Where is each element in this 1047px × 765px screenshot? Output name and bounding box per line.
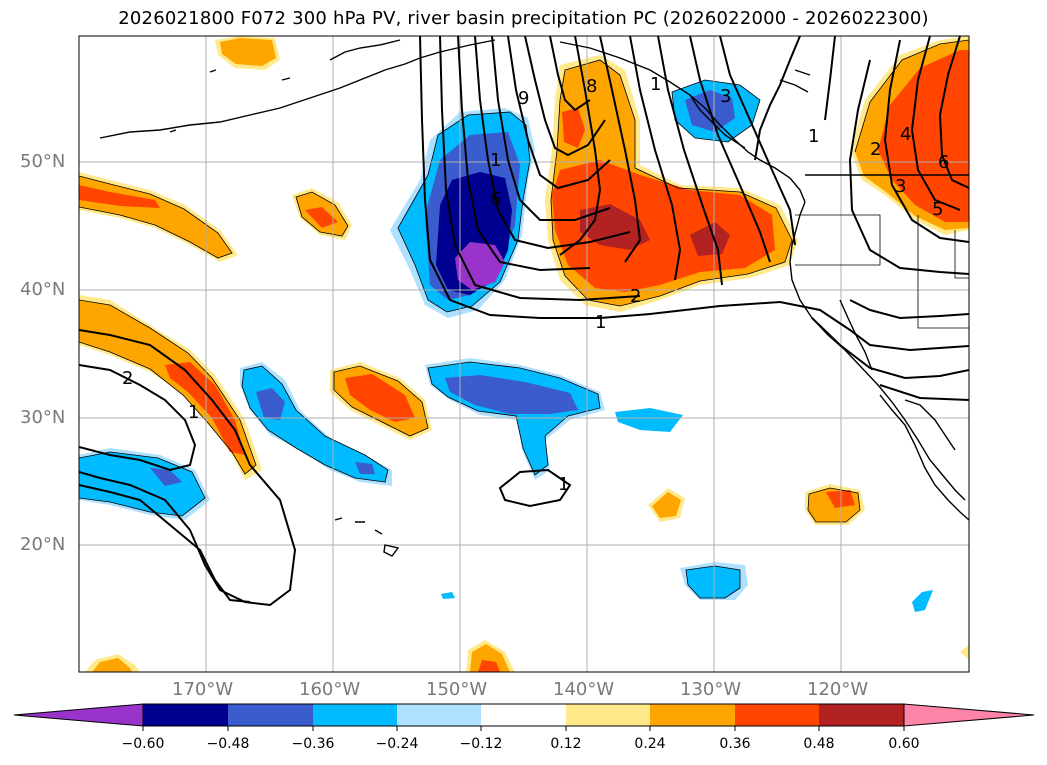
colorbar-ticks: [142, 726, 905, 731]
colorbar-tick-label: 0.48: [803, 736, 835, 752]
pv-contours: [79, 36, 969, 607]
contour-label: 1: [558, 474, 569, 495]
colorbar-under-arrow: [13, 703, 144, 727]
colorbar-tick-label: −0.60: [121, 736, 165, 752]
colorbar: [13, 703, 1035, 731]
contour-label: 3: [720, 86, 731, 107]
lon-label: 160°W: [299, 679, 361, 700]
colorbar-swatch: [735, 704, 819, 726]
shading-outlines: [79, 39, 969, 599]
contour-label: 3: [895, 176, 906, 197]
contour-label: 1: [188, 402, 199, 423]
lat-label: 50°N: [20, 151, 66, 172]
colorbar-swatch: [566, 704, 650, 726]
map-layers: 1 2 9 8 6 3 1 2 4 3 5 6 1 2 1 1 1: [79, 36, 969, 672]
colorbar-tick-label: 0.60: [888, 736, 920, 752]
contour-labels: 1 2 9 8 6 3 1 2 4 3 5 6 1 2 1 1 1: [122, 74, 949, 495]
colorbar-tick-label: −0.24: [375, 736, 419, 752]
gridlines: [79, 36, 969, 672]
colorbar-over-arrow: [903, 703, 1035, 727]
positive-pc-shading: [79, 36, 969, 672]
colorbar-tick-label: 0.24: [634, 736, 666, 752]
lon-label: 150°W: [426, 679, 488, 700]
colorbar-swatch: [650, 704, 735, 726]
coastlines: [99, 39, 969, 557]
colorbar-swatch: [819, 704, 904, 726]
contour-label: 6: [938, 152, 949, 173]
contour-label: 6: [490, 189, 501, 210]
colorbar-frame: [142, 703, 905, 727]
colorbar-swatch: [397, 704, 481, 726]
negative-pc-shading: [79, 80, 933, 612]
lon-label: 170°W: [172, 679, 234, 700]
lat-label: 40°N: [20, 279, 66, 300]
contour-label: 5: [932, 199, 943, 220]
map-title: 2026021800 F072 300 hPa PV, river basin …: [118, 8, 929, 29]
contour-label: 2: [870, 139, 881, 160]
contour-label: 1: [490, 150, 501, 171]
lon-label: 140°W: [553, 679, 615, 700]
contour-label: 8: [586, 76, 597, 97]
colorbar-tick-label: −0.36: [291, 736, 335, 752]
colorbar-tick-label: −0.48: [206, 736, 250, 752]
colorbar-tick-label: 0.12: [550, 736, 582, 752]
plot-frame: [78, 35, 970, 673]
contour-label: 2: [630, 286, 641, 307]
lon-label: 130°W: [680, 679, 742, 700]
contour-label: 1: [595, 312, 606, 333]
lat-label: 20°N: [20, 534, 66, 555]
colorbar-swatch: [481, 704, 566, 726]
contour-label: 4: [900, 124, 911, 145]
colorbar-swatch: [313, 704, 397, 726]
colorbar-tick-label: 0.36: [719, 736, 751, 752]
lon-label: 120°W: [807, 679, 869, 700]
colorbar-swatch: [143, 704, 228, 726]
lat-label: 30°N: [20, 407, 66, 428]
contour-label: 2: [122, 368, 133, 389]
colorbar-tick-label: −0.12: [459, 736, 503, 752]
contour-label: 9: [518, 88, 529, 109]
contour-label: 1: [650, 74, 661, 95]
colorbar-swatch: [228, 704, 313, 726]
contour-label: 1: [808, 126, 819, 147]
